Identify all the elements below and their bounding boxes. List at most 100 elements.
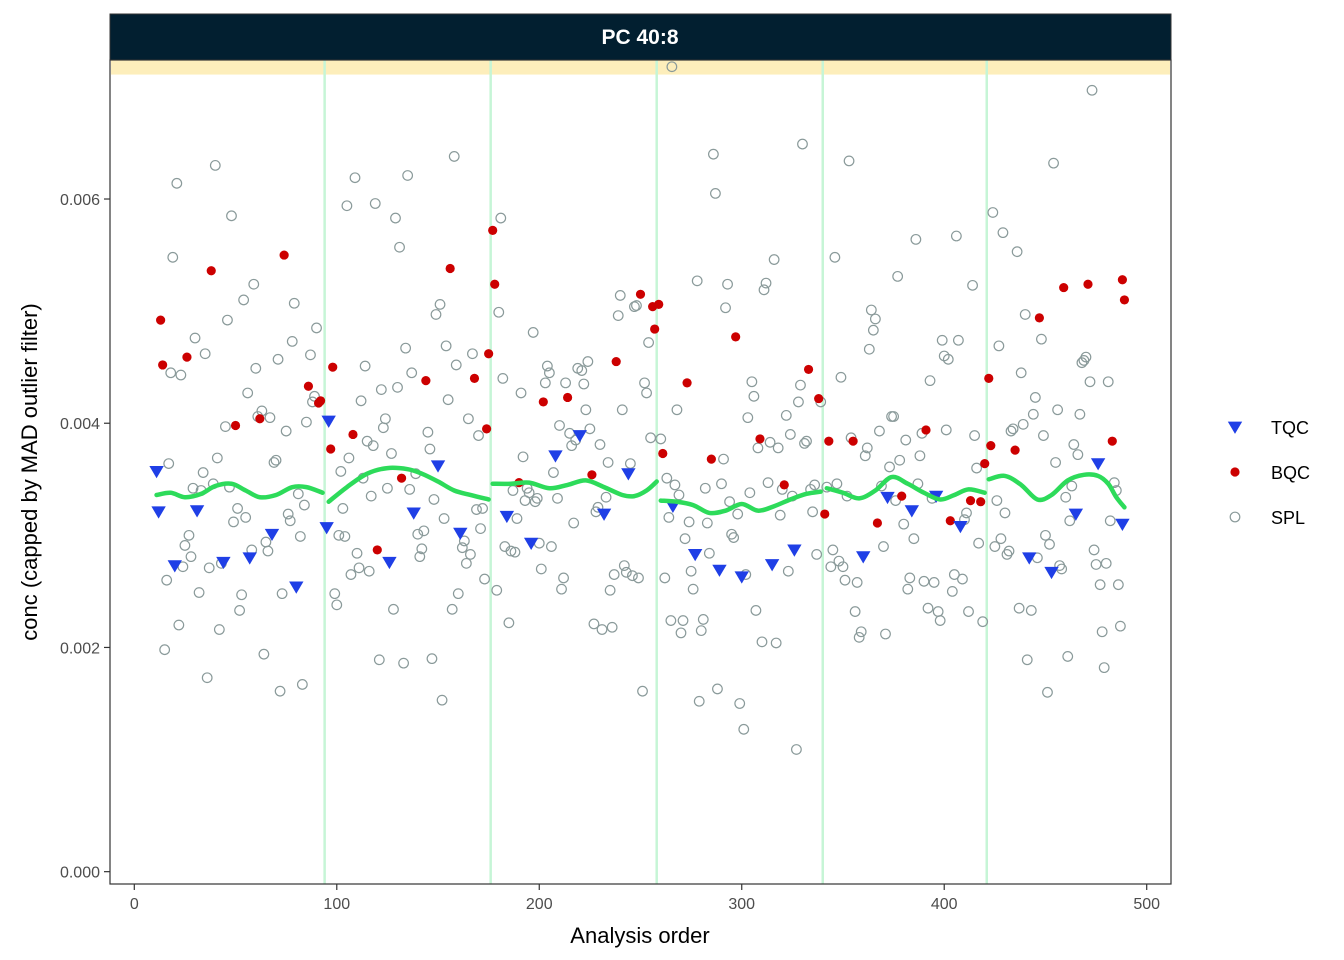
bqc-point [848, 436, 858, 446]
spl-point [363, 565, 375, 577]
spl-point [795, 379, 806, 391]
spl-point [566, 440, 578, 452]
spl-point [294, 531, 306, 542]
spl-point [835, 371, 847, 383]
bqc-point [755, 434, 765, 444]
spl-point [161, 574, 173, 586]
spl-point [1066, 480, 1078, 492]
spl-point [827, 544, 839, 556]
spl-point [416, 543, 428, 555]
spl-point [659, 572, 671, 584]
spl-point [1088, 544, 1100, 556]
spl-point [833, 555, 845, 567]
spl-point [1076, 357, 1088, 369]
spl-point [262, 545, 274, 557]
spl-point [248, 278, 260, 290]
spl-point [1025, 605, 1037, 616]
spl-point [179, 540, 191, 551]
trend-line [986, 472, 1127, 510]
bqc-point [328, 362, 338, 372]
spl-point [301, 416, 312, 428]
spl-point [633, 572, 644, 584]
spl-point [189, 332, 201, 344]
spl-point [977, 616, 989, 628]
spl-point [379, 413, 391, 425]
spl-point [661, 472, 673, 484]
spl-point [282, 508, 294, 520]
spl-point [807, 506, 819, 518]
spl-point [655, 433, 667, 445]
tqc-point [880, 491, 895, 505]
tqc-point [712, 564, 727, 577]
spl-point [292, 488, 304, 500]
spl-point [691, 275, 703, 287]
spl-point [1048, 157, 1059, 169]
spl-point [942, 353, 954, 365]
spl-point [1072, 449, 1084, 461]
x-axis-title: Analysis order [570, 923, 709, 948]
trend-line [658, 489, 823, 516]
spl-point [645, 432, 657, 444]
spl-point [543, 367, 555, 379]
bqc-point [1010, 445, 1020, 455]
legend-label-tqc: TQC [1271, 418, 1309, 438]
bqc-point [980, 458, 990, 469]
outlier-band [111, 58, 1170, 75]
spl-point [238, 294, 250, 306]
bqc-point [372, 545, 382, 555]
spl-point [770, 637, 782, 649]
spl-point [669, 479, 681, 491]
spl-point [1021, 654, 1033, 666]
legend-key-tqc [1227, 421, 1243, 434]
spl-point [849, 606, 861, 617]
spl-point [296, 679, 308, 690]
bqc-point [206, 266, 216, 276]
spl-point [388, 603, 399, 615]
bqc-point [279, 250, 289, 260]
spl-point [865, 304, 877, 316]
spl-point [768, 254, 780, 265]
spl-point [280, 425, 292, 437]
bqc-point [396, 473, 407, 483]
spl-point [580, 404, 592, 416]
spl-point [1042, 686, 1053, 698]
spl-point [697, 614, 709, 625]
spl-point [738, 723, 750, 735]
spl-point [448, 151, 460, 162]
spl-point [491, 584, 503, 596]
spl-point [353, 562, 365, 574]
spl-point [1050, 457, 1061, 468]
spl-point [298, 499, 310, 511]
spl-point [460, 557, 472, 569]
spl-point [991, 495, 1003, 506]
spl-point [1017, 418, 1029, 430]
spl-point [666, 61, 678, 73]
facet-strip [109, 13, 1172, 61]
spl-point [797, 138, 808, 150]
spl-point [541, 360, 553, 372]
spl-point [159, 644, 171, 656]
spl-point [193, 587, 205, 598]
spl-point [554, 420, 565, 431]
spl-point [558, 572, 569, 584]
bqc-point [587, 470, 597, 480]
spl-point [1015, 367, 1027, 379]
trend-line [326, 465, 491, 504]
spl-point [629, 301, 640, 313]
spl-point [894, 454, 906, 466]
spl-point [643, 337, 654, 348]
tqc-point [548, 450, 563, 463]
spl-point [373, 654, 385, 666]
spl-point [523, 487, 535, 499]
spl-point [438, 513, 450, 524]
spl-point [1086, 84, 1098, 96]
spl-point [594, 439, 606, 450]
spl-point [367, 440, 379, 452]
spl-point [442, 394, 454, 406]
spl-point [473, 430, 484, 441]
spl-point [987, 207, 999, 218]
spl-point [462, 413, 474, 425]
tqc-point [430, 460, 446, 473]
spl-point [165, 367, 177, 379]
